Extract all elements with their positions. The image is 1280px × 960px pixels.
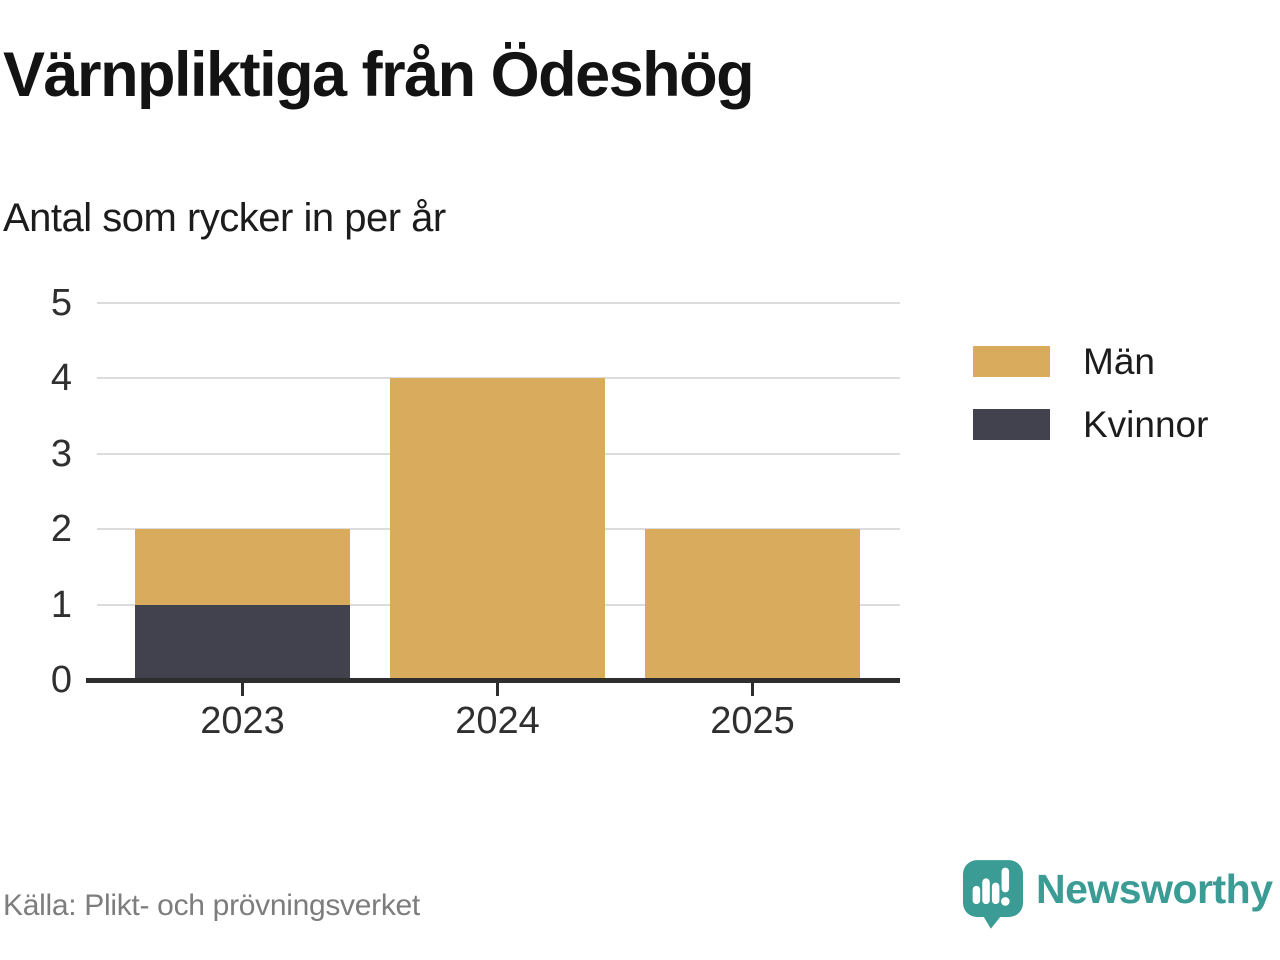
y-axis-label-2: 2	[50, 508, 72, 551]
y-axis-label-0: 0	[50, 659, 72, 701]
x-axis-label-2025: 2025	[710, 700, 795, 742]
x-axis-tick-2025	[751, 680, 754, 696]
bar-2025-män	[645, 529, 860, 680]
x-axis-label-2024: 2024	[455, 700, 540, 742]
source-note: Källa: Plikt- och prövningsverket	[3, 889, 420, 922]
x-axis-line	[86, 678, 900, 683]
bar-2024-män	[390, 378, 605, 680]
brand-lockup: Newsworthy	[963, 860, 1273, 930]
legend-item-kvinnor: Kvinnor	[973, 406, 1208, 443]
y-axis-label-3: 3	[50, 432, 72, 475]
legend-swatch-män	[973, 346, 1050, 377]
legend-label-män: Män	[1083, 341, 1155, 382]
x-axis-label-2023: 2023	[200, 700, 285, 742]
x-axis-tick-2024	[496, 680, 499, 696]
chart-subtitle: Antal som rycker in per år	[3, 196, 446, 240]
bar-2023-kvinnor	[135, 604, 350, 680]
y-axis-label-4: 4	[50, 357, 72, 400]
y-axis-label-1: 1	[50, 583, 72, 626]
bar-2023-män	[135, 529, 350, 605]
legend-swatch-kvinnor	[973, 409, 1050, 440]
newsworthy-logo-icon	[963, 860, 1023, 929]
legend-label-kvinnor: Kvinnor	[1083, 404, 1209, 445]
chart-title: Värnpliktiga från Ödeshög	[3, 40, 755, 110]
gridline-y5	[97, 302, 900, 304]
legend-item-män: Män	[973, 343, 1208, 380]
legend: Män Kvinnor	[973, 343, 1208, 469]
brand-name: Newsworthy	[1036, 866, 1273, 912]
y-axis-label-5: 5	[50, 282, 72, 324]
x-axis-tick-2023	[241, 680, 244, 696]
